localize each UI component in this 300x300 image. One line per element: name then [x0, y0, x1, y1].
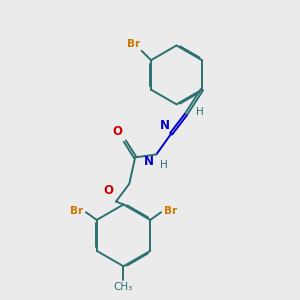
Text: H: H	[196, 107, 204, 117]
Text: O: O	[112, 125, 122, 138]
Text: N: N	[160, 119, 170, 132]
Text: CH₃: CH₃	[114, 282, 133, 292]
Text: O: O	[104, 184, 114, 197]
Text: H: H	[160, 160, 168, 170]
Text: N: N	[144, 155, 154, 168]
Text: Br: Br	[70, 206, 83, 216]
Text: Br: Br	[164, 206, 177, 216]
Text: Br: Br	[127, 39, 140, 50]
